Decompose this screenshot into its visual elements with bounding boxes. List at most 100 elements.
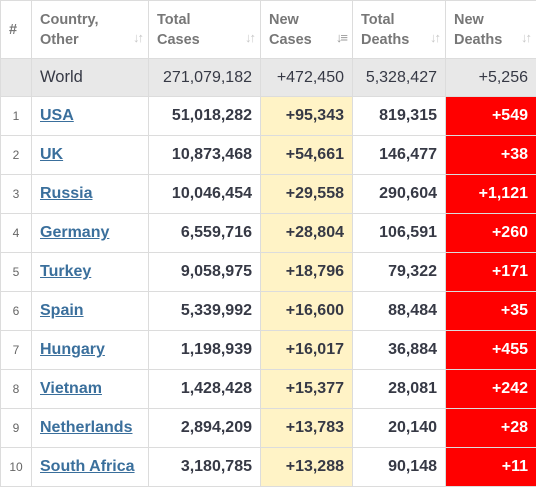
new-deaths-cell: +11 [445, 447, 536, 487]
table-row: 1 USA 51,018,282 +95,343 819,315 +549 [0, 96, 536, 136]
total-deaths-cell: 819,315 [352, 96, 446, 136]
sort-icon[interactable]: ↓↑ [430, 30, 441, 45]
total-deaths-cell: 88,484 [352, 291, 446, 331]
total-cases-cell: 10,873,468 [148, 135, 261, 175]
new-deaths-cell: +35 [445, 291, 536, 331]
new-cases-cell: +16,017 [260, 330, 353, 370]
total-deaths-cell: 36,884 [352, 330, 446, 370]
total-deaths-cell: 28,081 [352, 369, 446, 409]
total-cases-cell: 10,046,454 [148, 174, 261, 214]
row-number: 5 [0, 252, 32, 292]
new-cases-cell: +18,796 [260, 252, 353, 292]
country-link[interactable]: Turkey [40, 263, 92, 280]
new-cases-cell: +13,288 [260, 447, 353, 487]
country-link[interactable]: Russia [40, 185, 93, 202]
header-total-deaths-line2: Deaths [361, 31, 410, 48]
country-link[interactable]: Vietnam [40, 380, 102, 397]
total-deaths-cell: 79,322 [352, 252, 446, 292]
table-row: 8 Vietnam 1,428,428 +15,377 28,081 +242 [0, 369, 536, 409]
total-cases-cell: 3,180,785 [148, 447, 261, 487]
country-link[interactable]: UK [40, 146, 64, 163]
sort-icon[interactable]: ↓↑ [245, 30, 256, 45]
total-deaths-cell: 90,148 [352, 447, 446, 487]
new-deaths-cell: +28 [445, 408, 536, 448]
new-cases-cell: +15,377 [260, 369, 353, 409]
header-row: # Country, Other ↓↑ Total Cases ↓↑ New [0, 0, 536, 59]
world-total-row: World 271,079,182 +472,450 5,328,427 +5,… [0, 58, 536, 97]
new-cases-cell: +28,804 [260, 213, 353, 253]
world-new-deaths: +5,256 [445, 58, 536, 97]
row-number: 3 [0, 174, 32, 214]
row-number: 1 [0, 96, 32, 136]
row-number: 10 [0, 447, 32, 487]
header-new-deaths-line2: Deaths [454, 31, 503, 48]
new-deaths-cell: +260 [445, 213, 536, 253]
country-cell: Russia [31, 174, 149, 214]
new-deaths-cell: +549 [445, 96, 536, 136]
total-cases-cell: 9,058,975 [148, 252, 261, 292]
country-cell: Turkey [31, 252, 149, 292]
header-new-cases-line1: New [269, 11, 299, 28]
row-number: 6 [0, 291, 32, 331]
new-cases-cell: +54,661 [260, 135, 353, 175]
table-row: 5 Turkey 9,058,975 +18,796 79,322 +171 [0, 252, 536, 292]
header-number-label: # [9, 21, 18, 38]
sort-icon[interactable]: ↓↑ [133, 30, 144, 45]
country-link[interactable]: Germany [40, 224, 110, 241]
country-link[interactable]: Netherlands [40, 419, 133, 436]
header-total-deaths[interactable]: Total Deaths ↓↑ [352, 0, 446, 59]
total-deaths-cell: 20,140 [352, 408, 446, 448]
world-new-cases: +472,450 [260, 58, 353, 97]
header-country[interactable]: Country, Other ↓↑ [31, 0, 149, 59]
header-new-cases-line2: Cases [269, 31, 312, 48]
country-link[interactable]: Spain [40, 302, 84, 319]
country-cell: Netherlands [31, 408, 149, 448]
sort-desc-icon[interactable]: ↓≡ [335, 30, 348, 45]
country-cell: UK [31, 135, 149, 175]
country-cell: USA [31, 96, 149, 136]
country-cell: Spain [31, 291, 149, 331]
world-number-cell [0, 58, 32, 97]
new-deaths-cell: +38 [445, 135, 536, 175]
total-deaths-cell: 146,477 [352, 135, 446, 175]
table-row: 7 Hungary 1,198,939 +16,017 36,884 +455 [0, 330, 536, 370]
total-cases-cell: 1,428,428 [148, 369, 261, 409]
country-link[interactable]: South Africa [40, 458, 135, 475]
header-new-deaths-line1: New [454, 11, 484, 28]
row-number: 4 [0, 213, 32, 253]
country-link[interactable]: USA [40, 107, 74, 124]
header-number[interactable]: # [0, 0, 32, 59]
total-cases-cell: 5,339,992 [148, 291, 261, 331]
new-deaths-cell: +1,121 [445, 174, 536, 214]
row-number: 8 [0, 369, 32, 409]
country-cell: South Africa [31, 447, 149, 487]
header-country-line2: Other [40, 31, 79, 48]
header-new-deaths[interactable]: New Deaths ↓↑ [445, 0, 536, 59]
header-total-cases[interactable]: Total Cases ↓↑ [148, 0, 261, 59]
row-number: 7 [0, 330, 32, 370]
total-deaths-cell: 290,604 [352, 174, 446, 214]
new-cases-cell: +13,783 [260, 408, 353, 448]
new-cases-cell: +16,600 [260, 291, 353, 331]
row-number: 2 [0, 135, 32, 175]
total-cases-cell: 6,559,716 [148, 213, 261, 253]
new-cases-cell: +29,558 [260, 174, 353, 214]
header-total-cases-line1: Total [157, 11, 191, 28]
table-row: 9 Netherlands 2,894,209 +13,783 20,140 +28 [0, 408, 536, 448]
total-cases-cell: 1,198,939 [148, 330, 261, 370]
total-deaths-cell: 106,591 [352, 213, 446, 253]
header-total-cases-line2: Cases [157, 31, 200, 48]
country-link[interactable]: Hungary [40, 341, 105, 358]
new-deaths-cell: +242 [445, 369, 536, 409]
table-row: 2 UK 10,873,468 +54,661 146,477 +38 [0, 135, 536, 175]
country-cell: Hungary [31, 330, 149, 370]
total-cases-cell: 51,018,282 [148, 96, 261, 136]
header-new-cases[interactable]: New Cases ↓≡ [260, 0, 353, 59]
world-total-cases: 271,079,182 [148, 58, 261, 97]
table-row: 3 Russia 10,046,454 +29,558 290,604 +1,121 [0, 174, 536, 214]
row-number: 9 [0, 408, 32, 448]
country-cell: Germany [31, 213, 149, 253]
world-name: World [31, 58, 149, 97]
sort-icon[interactable]: ↓↑ [521, 30, 532, 45]
